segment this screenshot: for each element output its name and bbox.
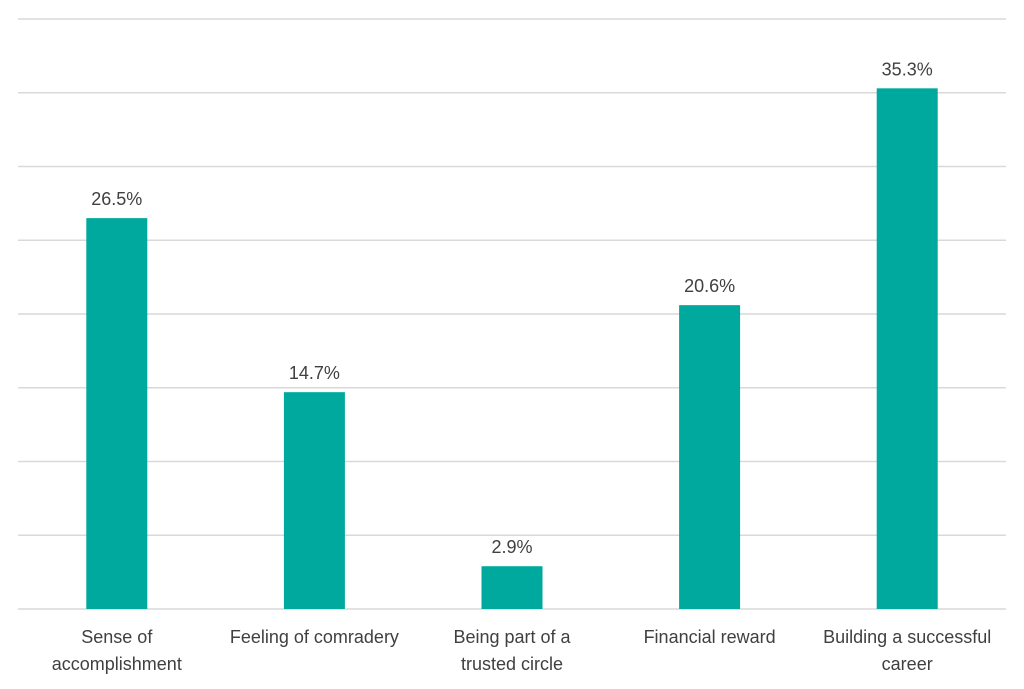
bar-value-label: 14.7% [289,363,340,383]
bar [876,88,938,609]
category-labels: Sense of accomplishment Feeling of comrade… [52,627,991,674]
category-label-line: accomplishment [52,654,182,674]
bar-value-label: 35.3% [882,59,933,79]
bar [283,392,345,609]
category-label-line: Sense of [81,627,153,647]
category-label: Building a successful career [823,627,991,674]
category-label: Financial reward [644,627,776,647]
category-label: Being part of a trusted circle [453,627,571,674]
category-label-line: Being part of a [453,627,571,647]
category-label-line: career [882,654,933,674]
bar-value-label: 26.5% [91,189,142,209]
bar-value-label: 2.9% [491,537,532,557]
gridlines [18,18,1006,610]
value-labels: 26.5% 14.7% 2.9% 20.6% 35.3% [91,59,932,557]
bar [481,566,543,609]
bars [86,88,938,609]
category-label-line: Financial reward [644,627,776,647]
category-label: Feeling of comradery [230,627,399,647]
category-label-line: Feeling of comradery [230,627,399,647]
bar-value-label: 20.6% [684,276,735,296]
bar [679,305,741,609]
category-label: Sense of accomplishment [52,627,182,674]
category-label-line: Building a successful [823,627,991,647]
category-label-line: trusted circle [461,654,563,674]
bar [86,218,148,609]
